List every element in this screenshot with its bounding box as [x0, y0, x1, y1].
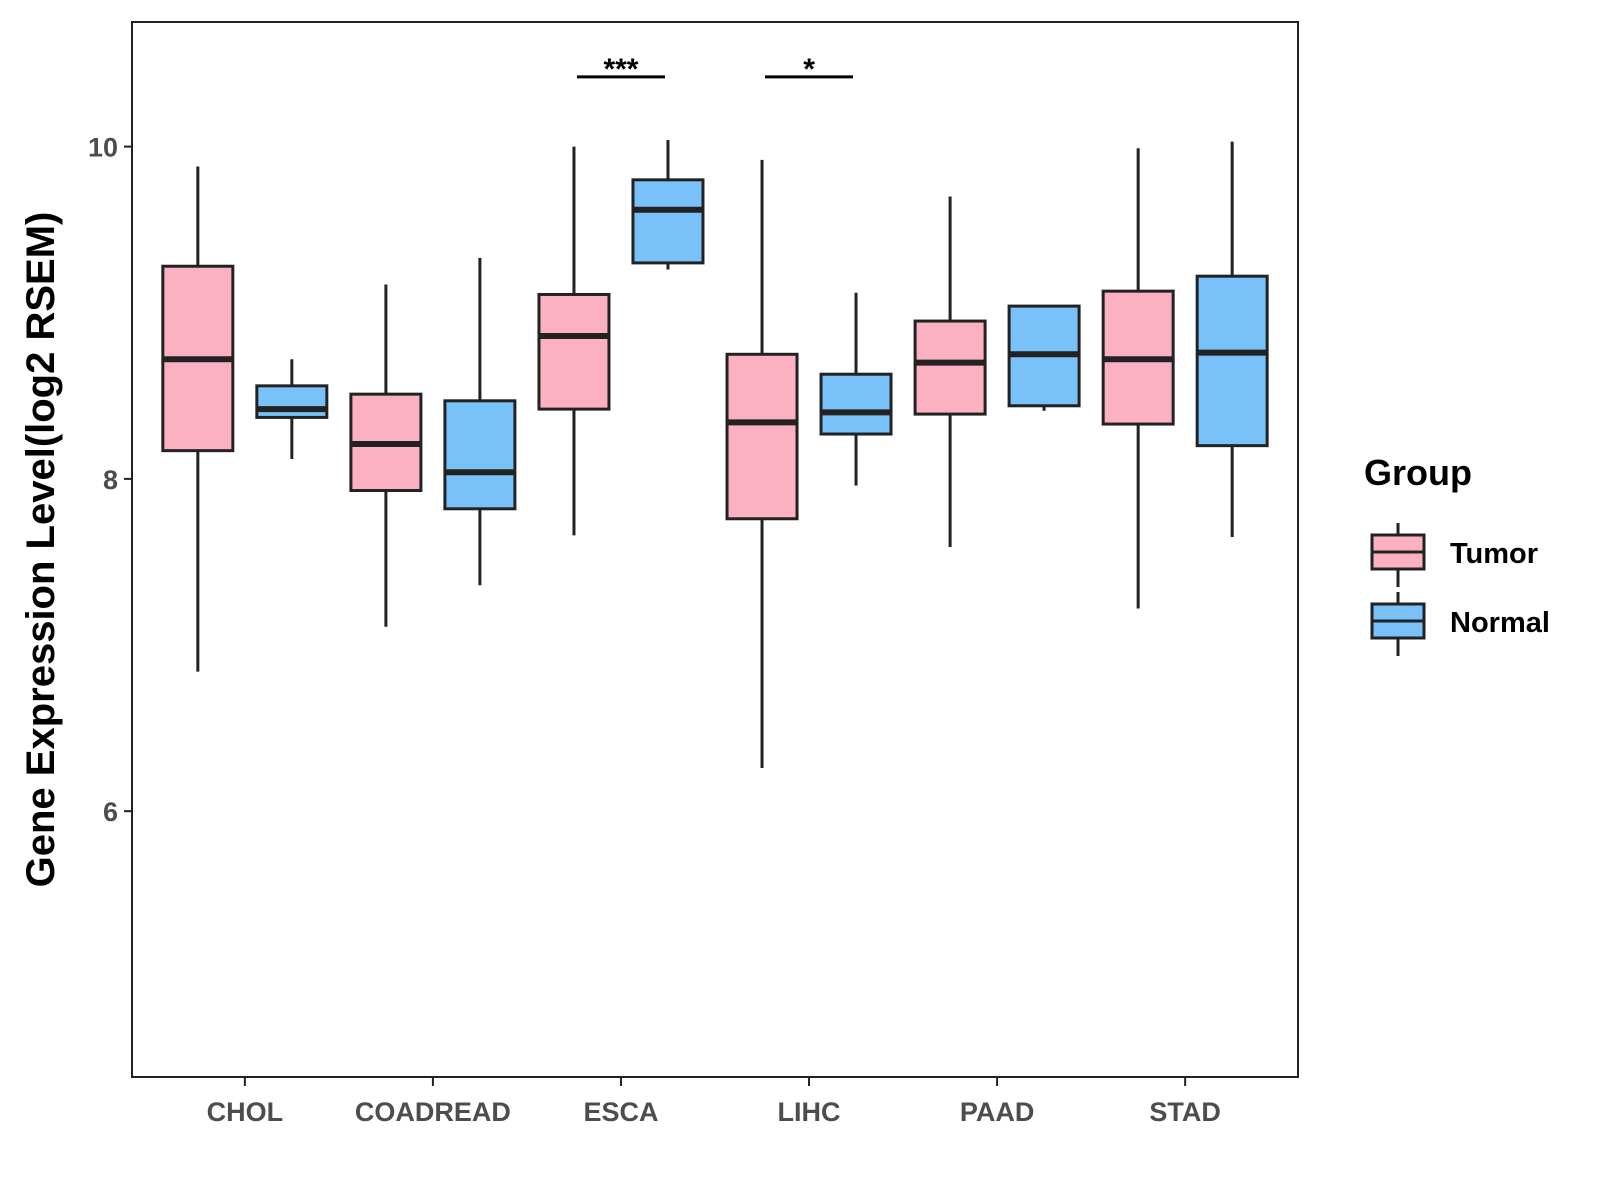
legend-label-tumor: Tumor	[1450, 538, 1538, 570]
significance-annotations: *** *	[576, 53, 854, 86]
x-tick-label-lihc: LIHC	[778, 1097, 841, 1127]
x-tick-label-esca: ESCA	[583, 1097, 658, 1127]
box-tumor-chol	[161, 166, 235, 672]
y-tick-label-6: 6	[103, 797, 118, 827]
legend-items: Tumor Normal	[1370, 523, 1550, 656]
x-tick-label-coadread: COADREAD	[355, 1097, 511, 1127]
x-tick-label-chol: CHOL	[207, 1097, 284, 1127]
box-iqr	[1195, 274, 1269, 448]
box-iqr	[537, 292, 611, 411]
x-tick-label-paad: PAAD	[960, 1097, 1035, 1127]
box-tumor-paad	[913, 196, 987, 548]
y-tick-label-8: 8	[103, 465, 118, 495]
box-iqr	[725, 352, 799, 521]
box-normal-lihc	[819, 292, 893, 486]
plot-area	[161, 139, 1269, 768]
legend-item-normal: Normal	[1370, 592, 1550, 656]
sig-label-lihc: *	[803, 53, 815, 86]
y-axis: 6 8 10	[88, 133, 132, 827]
box-iqr	[913, 319, 987, 416]
legend-label-normal: Normal	[1450, 607, 1550, 639]
box-normal-esca	[631, 139, 705, 270]
box-normal-chol	[255, 359, 329, 459]
box-iqr	[819, 372, 893, 436]
x-axis: CHOL COADREAD ESCA LIHC PAAD STAD	[207, 1077, 1221, 1127]
legend-item-tumor: Tumor	[1370, 523, 1538, 587]
legend: Group Tumor Normal	[1364, 452, 1550, 656]
box-iqr	[255, 384, 329, 419]
x-tick-label-stad: STAD	[1149, 1097, 1221, 1127]
legend-title: Group	[1364, 452, 1472, 493]
panel-border	[131, 21, 1299, 1078]
box-normal-stad	[1195, 141, 1269, 538]
box-normal-paad	[1007, 304, 1081, 411]
box-tumor-lihc	[725, 159, 799, 768]
y-axis-title: Gene Expression Level(log2 RSEM)	[19, 212, 63, 888]
box-iqr	[443, 399, 517, 511]
box-tumor-esca	[537, 146, 611, 536]
box-iqr	[631, 178, 705, 265]
sig-label-esca: ***	[603, 53, 638, 86]
box-normal-coadread	[443, 257, 517, 586]
box-tumor-coadread	[349, 284, 423, 627]
box-tumor-stad	[1101, 148, 1175, 609]
y-tick-label-10: 10	[88, 133, 118, 163]
